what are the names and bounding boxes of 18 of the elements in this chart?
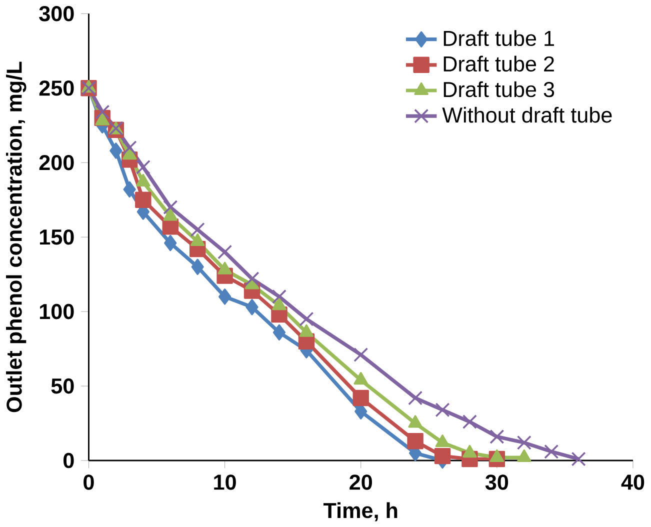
x-axis-title: Time, h [323, 502, 398, 522]
x-tick-label: 0 [84, 474, 94, 490]
x-tick-label: 40 [621, 474, 644, 490]
y-tick-label: 250 [39, 80, 74, 96]
legend-label: Draft tube 2 [444, 56, 554, 72]
x-tick-label: 30 [485, 474, 508, 490]
y-tick-label: 0 [64, 452, 74, 468]
legend-label: Draft tube 1 [444, 30, 554, 46]
legend-label: Without draft tube [442, 106, 612, 123]
y-tick-label: 300 [39, 6, 74, 22]
x-tick-label: 20 [350, 474, 372, 490]
x-tick-label: 10 [214, 474, 236, 490]
y-tick-label: 150 [40, 229, 74, 245]
y-tick-label: 100 [40, 304, 74, 320]
y-axis-title: Outlet phenol concentration, mg/L [6, 62, 26, 412]
y-tick-label: 50 [51, 378, 74, 394]
y-tick-label: 200 [39, 154, 74, 170]
legend-label: Draft tube 3 [444, 81, 554, 98]
